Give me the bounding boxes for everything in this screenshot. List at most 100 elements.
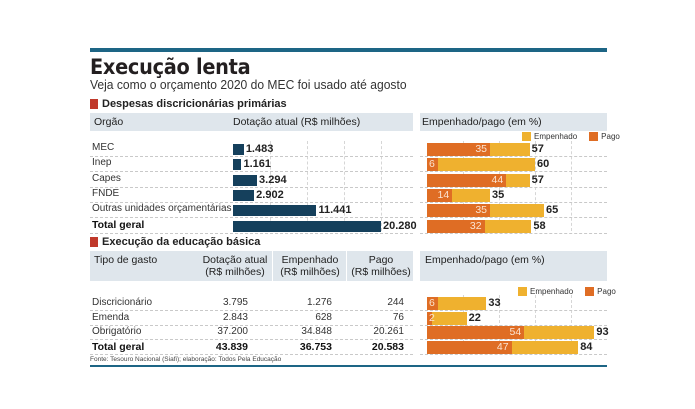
- col-orgao: Orgão: [94, 116, 124, 128]
- row-divider: [90, 156, 413, 157]
- empenhado-value: 35: [492, 188, 505, 201]
- gridline: [270, 141, 271, 231]
- dotacao-bar: [233, 189, 255, 201]
- row-label: Discricionário: [92, 297, 153, 308]
- dotacao-bar: [233, 174, 258, 186]
- pago-bar: 32: [427, 219, 485, 233]
- section2-header-left: Tipo de gasto Dotação atual (R$ milhões)…: [90, 251, 413, 281]
- pago-bar: 44: [427, 173, 507, 187]
- col-tipo: Tipo de gasto: [94, 254, 158, 266]
- table-cell: 20.261: [373, 326, 404, 337]
- col-empenhado-line1: Empenhado: [281, 254, 339, 266]
- row-label: Outras unidades orçamentárias: [92, 203, 232, 215]
- dotacao-value: 3.294: [259, 173, 287, 186]
- row-divider: [420, 324, 607, 326]
- gridline: [307, 141, 308, 231]
- row-label: Inep: [92, 157, 112, 169]
- table-cell: 20.583: [371, 340, 404, 353]
- row-divider: [90, 353, 413, 355]
- dotacao-bar: [233, 144, 244, 155]
- row-divider: [90, 310, 413, 311]
- row-divider: [90, 217, 413, 219]
- col-pago-line1: Pago: [368, 254, 394, 266]
- dotacao-value: 20.280: [383, 219, 417, 232]
- section1-header-left: Orgão Dotação atual (R$ milhões): [90, 113, 413, 131]
- col-pago-line2: (R$ milhões): [351, 266, 411, 278]
- table-cell: 76: [392, 311, 404, 323]
- row-divider: [420, 339, 607, 340]
- row-divider: [420, 171, 607, 173]
- row-divider: [90, 232, 413, 234]
- bottom-accent-bar: [90, 365, 607, 367]
- table-cell: 1.276: [306, 297, 332, 308]
- row-divider: [420, 353, 607, 355]
- empenhado-value: 93: [596, 326, 609, 338]
- source-footnote: Fonte: Tesouro Nacional (Siafi); elabora…: [90, 356, 282, 363]
- pago-bar: 47: [427, 340, 512, 354]
- col-divider: [272, 251, 273, 281]
- legend-empenhado-swatch: [518, 287, 527, 296]
- col-dotacao-line2: (R$ milhões): [205, 266, 265, 278]
- top-accent-bar: [90, 48, 607, 52]
- section2-legend: Empenhado Pago: [518, 287, 616, 296]
- row-divider: [90, 171, 413, 173]
- legend-pago-swatch: [589, 132, 599, 141]
- section-marker-icon: [90, 99, 98, 109]
- legend-pago-label: Pago: [597, 287, 616, 296]
- row-divider: [420, 201, 607, 203]
- row-divider: [90, 186, 413, 188]
- empenhado-bar: [427, 297, 487, 310]
- pago-bar: 14: [427, 188, 453, 202]
- table-cell: 3.795: [222, 297, 248, 308]
- pago-bar: 6: [427, 297, 438, 310]
- row-divider: [420, 186, 607, 188]
- section1-title-text: Despesas discricionárias primárias: [102, 98, 287, 110]
- section1-title: Despesas discricionárias primárias: [90, 98, 287, 110]
- legend-empenhado-swatch: [522, 132, 531, 141]
- pago-bar: 2: [427, 311, 435, 325]
- row-label: MEC: [92, 142, 115, 153]
- gridline: [344, 141, 345, 231]
- section2-header-right: Empenhado/pago (em %): [420, 251, 607, 281]
- row-divider: [90, 339, 413, 340]
- empenhado-bar: [427, 311, 467, 325]
- pago-bar: 35: [427, 204, 490, 218]
- gridline: [381, 141, 382, 231]
- dotacao-value: 1.483: [245, 143, 274, 155]
- col-pct: Empenhado/pago (em %): [422, 116, 542, 128]
- table-cell: 244: [387, 297, 404, 308]
- row-label: Total geral: [92, 218, 145, 231]
- legend-empenhado-label: Empenhado: [530, 287, 574, 296]
- table-cell: 2.843: [222, 311, 248, 323]
- dotacao-bar: [233, 220, 381, 232]
- table-cell: 43.839: [215, 340, 248, 353]
- empenhado-value: 58: [533, 219, 546, 232]
- pago-bar: 35: [427, 143, 490, 156]
- row-divider: [420, 310, 607, 311]
- empenhado-value: 84: [580, 340, 593, 353]
- empenhado-value: 22: [468, 311, 481, 324]
- legend-pago-label: Pago: [601, 132, 620, 141]
- row-label: FNDE: [92, 187, 120, 199]
- table-cell: 628: [315, 311, 332, 323]
- dotacao-value: 1.161: [243, 158, 271, 171]
- table-cell: 37.200: [217, 326, 248, 337]
- section1-legend: Empenhado Pago: [522, 132, 620, 141]
- row-divider: [420, 156, 607, 157]
- empenhado-value: 57: [531, 173, 544, 186]
- empenhado-value: 60: [537, 158, 550, 171]
- gridline: [571, 141, 572, 231]
- dotacao-value: 2.902: [256, 188, 284, 201]
- dotacao-bar: [233, 159, 242, 171]
- gridline: [535, 295, 536, 353]
- empenhado-value: 57: [531, 143, 544, 155]
- table-cell: 36.753: [299, 340, 332, 353]
- table-cell: 34.848: [301, 326, 332, 337]
- legend-empenhado-label: Empenhado: [534, 132, 578, 141]
- section2-title: Execução da educação básica: [90, 236, 260, 248]
- col-dotacao: Dotação atual (R$ milhões): [233, 116, 361, 128]
- row-divider: [420, 232, 607, 234]
- pago-bar: 54: [427, 326, 525, 339]
- page-title: Execução lenta: [90, 55, 251, 79]
- col-dotacao-line1: Dotação atual: [202, 254, 268, 266]
